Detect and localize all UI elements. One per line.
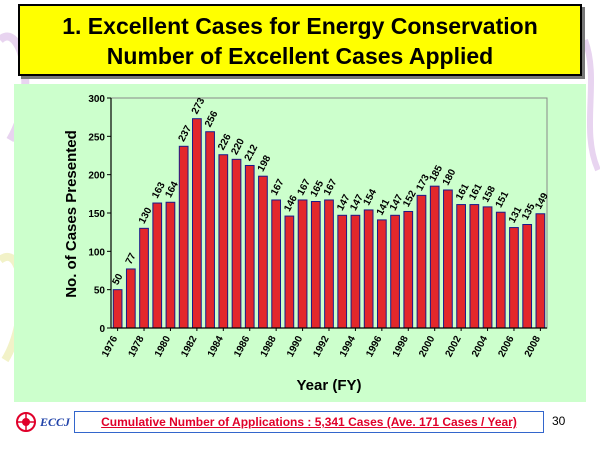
bar-2006 xyxy=(509,227,519,329)
x-tick-label-1982: 1982 xyxy=(179,334,199,359)
bar-1978 xyxy=(139,227,149,329)
y-tick-label-0: 0 xyxy=(99,324,105,335)
bar-1984 xyxy=(218,154,229,329)
data-label-1986: 212 xyxy=(243,143,261,163)
x-tick-label-2002: 2002 xyxy=(444,334,464,359)
bar-1988 xyxy=(271,199,282,329)
slide-subtitle: Number of Excellent Cases Applied xyxy=(106,43,494,69)
x-axis-title: Year (FY) xyxy=(296,377,361,394)
bar-1991 xyxy=(310,201,321,329)
x-tick-label-1990: 1990 xyxy=(285,334,305,359)
bar-2004 xyxy=(482,206,493,329)
bar-1982 xyxy=(192,118,202,329)
bar-2007 xyxy=(522,224,533,329)
bar-1983 xyxy=(205,131,215,329)
bar-1993 xyxy=(337,214,348,329)
bar-1997 xyxy=(390,214,400,329)
data-label-1977: 77 xyxy=(124,251,139,266)
bar-1980 xyxy=(165,201,176,329)
data-label-1995: 154 xyxy=(362,187,380,207)
data-label-1982: 273 xyxy=(190,96,208,116)
x-tick-label-1988: 1988 xyxy=(259,334,279,359)
x-tick-label-1996: 1996 xyxy=(364,334,384,359)
eccj-logo: ECCJ xyxy=(14,410,74,434)
bar-2003 xyxy=(469,204,480,329)
bar-1994 xyxy=(350,214,361,329)
x-tick-label-1998: 1998 xyxy=(391,334,411,359)
bar-2008 xyxy=(535,213,546,329)
x-tick-label-2004: 2004 xyxy=(470,334,490,359)
chart-panel: 0 50 100 150 200 250 300 1976 1978 1980 1982 1984 19… xyxy=(14,84,586,402)
bar-1981 xyxy=(178,145,189,329)
bar-1987 xyxy=(258,175,268,329)
data-label-1992: 167 xyxy=(322,177,340,197)
x-tick-label-1984: 1984 xyxy=(206,334,226,359)
bar-1996 xyxy=(376,219,387,329)
data-label-1980: 164 xyxy=(163,179,181,199)
footer-bar: Cumulative Number of Applications : 5,34… xyxy=(74,411,544,433)
y-tick-label-200: 200 xyxy=(88,171,105,182)
x-tick-label-2006: 2006 xyxy=(496,334,516,359)
y-axis-title: No. of Cases Presented xyxy=(63,130,80,298)
bar-1979 xyxy=(152,202,163,329)
y-tick-label-150: 150 xyxy=(88,209,105,220)
x-tick-label-2008: 2008 xyxy=(523,334,543,359)
footer-summary: Cumulative Number of Applications : 5,34… xyxy=(101,415,517,429)
slide-title: 1. Excellent Cases for Energy Conservati… xyxy=(62,13,538,39)
bar-1990 xyxy=(297,199,308,329)
data-label-1998: 152 xyxy=(401,189,419,209)
x-tick-label-1980: 1980 xyxy=(153,334,173,359)
logo-text: ECCJ xyxy=(40,415,71,429)
bar-1977 xyxy=(125,268,136,329)
y-tick-label-100: 100 xyxy=(88,247,105,258)
bar-2000 xyxy=(429,185,440,329)
y-tick-label-250: 250 xyxy=(88,132,105,143)
bar-1999 xyxy=(416,194,427,329)
bar-1986 xyxy=(244,164,255,329)
data-label-1987: 198 xyxy=(256,153,274,173)
y-tick-label-300: 300 xyxy=(88,94,105,105)
data-label-1978: 130 xyxy=(137,205,155,225)
data-label-1976: 50 xyxy=(111,272,126,287)
bar-1976 xyxy=(112,289,123,329)
logo-icon xyxy=(16,412,36,432)
bar-1995 xyxy=(363,209,374,329)
slide-title-box: 1. Excellent Cases for Energy Conservati… xyxy=(18,4,582,76)
bar-2002 xyxy=(456,204,466,329)
x-tick-label-1994: 1994 xyxy=(338,334,358,359)
data-label-2008: 149 xyxy=(533,191,551,211)
bar-2001 xyxy=(443,189,453,329)
x-tick-label-1992: 1992 xyxy=(311,334,331,359)
data-label-1988: 167 xyxy=(269,177,287,197)
bar-1985 xyxy=(231,158,242,329)
bar-2005 xyxy=(495,211,506,329)
y-tick-label-50: 50 xyxy=(94,286,106,297)
bar-1992 xyxy=(324,199,334,329)
data-label-1989: 146 xyxy=(282,193,300,213)
data-label-1981: 237 xyxy=(177,123,195,143)
data-label-1983: 256 xyxy=(203,109,221,129)
x-tick-label-1976: 1976 xyxy=(100,334,120,359)
x-tick-label-1978: 1978 xyxy=(127,334,147,359)
x-tick-label-1986: 1986 xyxy=(232,334,252,359)
x-tick-label-2000: 2000 xyxy=(417,334,437,359)
bar-1989 xyxy=(284,215,295,329)
page-number: 30 xyxy=(552,414,566,428)
bar-1998 xyxy=(403,210,414,329)
